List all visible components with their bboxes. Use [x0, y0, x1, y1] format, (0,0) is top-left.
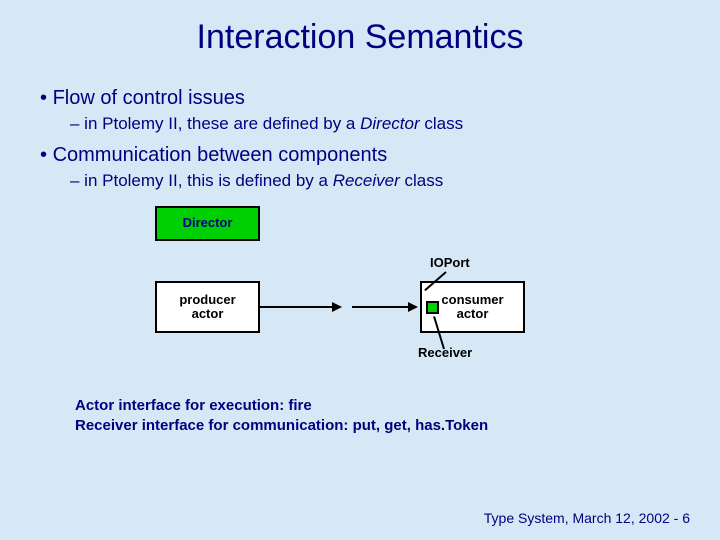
diagram: Director producer actor consumer actor I… — [130, 201, 570, 371]
receiver-square — [426, 301, 439, 314]
bullet-1-sub: – in Ptolemy II, these are defined by a … — [70, 114, 720, 134]
slide-title: Interaction Semantics — [0, 0, 720, 57]
arrow-1-head-icon — [332, 302, 342, 312]
bullet-2-sub-em: Receiver — [333, 171, 400, 190]
arrow-2-head-icon — [408, 302, 418, 312]
bottom-line-1: Actor interface for execution: fire — [75, 396, 720, 416]
bottom-text: Actor interface for execution: fire Rece… — [75, 396, 720, 437]
director-label: Director — [183, 216, 233, 230]
bottom-line-2: Receiver interface for communication: pu… — [75, 416, 720, 436]
bullet-2-sub-prefix: – in Ptolemy II, this is defined by a — [70, 171, 333, 190]
bullet-2-sub: – in Ptolemy II, this is defined by a Re… — [70, 171, 720, 191]
arrow-2-line — [352, 306, 410, 308]
receiver-label: Receiver — [418, 345, 472, 360]
consumer-label: consumer actor — [441, 293, 503, 322]
bullet-2-text: Communication between components — [53, 144, 388, 166]
slide-footer: Type System, March 12, 2002 - 6 — [484, 510, 690, 526]
director-box: Director — [155, 206, 260, 241]
bullet-1: • Flow of control issues — [40, 87, 720, 110]
bullet-1-text: Flow of control issues — [53, 87, 245, 109]
bullet-1-sub-prefix: – in Ptolemy II, these are defined by a — [70, 114, 360, 133]
producer-box: producer actor — [155, 281, 260, 333]
bullet-2-sub-suffix: class — [400, 171, 443, 190]
ioport-label: IOPort — [430, 255, 470, 270]
bullet-list: • Flow of control issues – in Ptolemy II… — [40, 87, 720, 191]
producer-label: producer actor — [179, 293, 235, 322]
bullet-1-sub-suffix: class — [420, 114, 463, 133]
bullet-2: • Communication between components — [40, 144, 720, 167]
bullet-1-sub-em: Director — [360, 114, 420, 133]
arrow-1-line — [260, 306, 334, 308]
